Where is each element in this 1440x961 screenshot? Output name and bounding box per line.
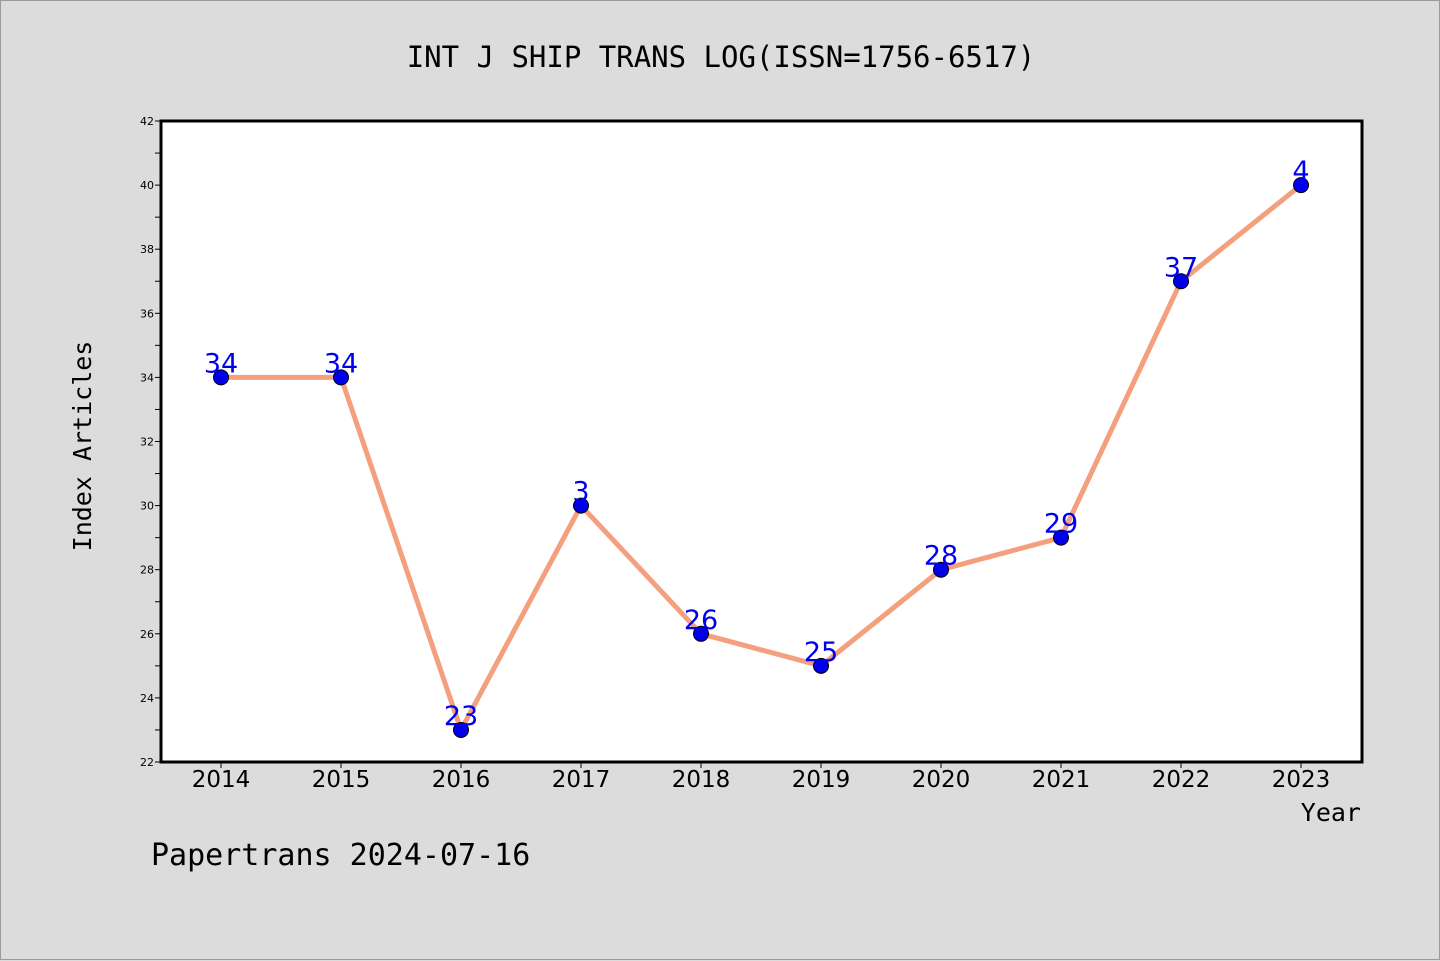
series-line [218,182,1304,733]
plot-area [159,119,1364,764]
data-label: 23 [444,701,478,732]
y-tick-label: 26 [140,628,154,641]
y-axis-label: Index Articles [68,341,97,552]
y-axis-ticks: 22 24 26 28 30 32 34 36 38 40 42 [140,115,161,769]
y-tick-label: 28 [140,564,154,577]
data-point [1173,273,1189,290]
y-tick-label: 34 [140,371,154,384]
data-point [213,369,229,386]
x-tick-label: 2021 [1032,767,1091,793]
data-point [933,561,949,578]
data-label: 25 [804,637,838,668]
data-markers [213,177,1309,738]
data-point [573,497,589,514]
data-label: 4 [1292,156,1309,187]
y-tick-label: 36 [140,307,154,320]
x-tick-label: 2017 [552,767,611,793]
data-point [1293,177,1309,194]
x-tick-label: 2016 [432,767,491,793]
y-tick-label: 22 [140,756,154,769]
y-tick-label: 38 [140,243,154,256]
data-point [333,369,349,386]
x-tick-label: 2022 [1152,767,1211,793]
y-tick-label: 32 [140,436,154,449]
data-label: 34 [204,348,238,379]
y-tick-label: 30 [140,500,154,513]
x-axis-ticks: 2014 2015 2016 2017 2018 2019 2020 2021 2022 2023 [192,762,1331,793]
x-tick-label: 2018 [672,767,731,793]
y-tick-label: 24 [140,692,154,705]
y-tick-label: 40 [140,179,154,192]
data-labels: 34 34 23 3 26 25 28 29 37 4 [204,156,1310,732]
x-tick-label: 2023 [1272,767,1331,793]
data-label: 3 [572,477,589,508]
x-tick-label: 2020 [912,767,971,793]
data-label: 34 [324,348,358,379]
watermark-text: Papertrans 2024-07-16 [151,838,530,873]
x-tick-label: 2014 [192,767,251,793]
data-point [453,721,469,738]
x-tick-label: 2019 [792,767,851,793]
chart-title: INT J SHIP TRANS LOG(ISSN=1756-6517) [407,40,1036,74]
data-label: 37 [1164,252,1198,283]
data-point [693,625,709,642]
x-axis-label: Year [1301,798,1361,827]
data-point [813,657,829,674]
y-tick-label: 42 [140,115,154,128]
data-label: 26 [684,605,718,636]
data-label: 28 [924,541,958,572]
data-label: 29 [1044,509,1078,540]
x-tick-label: 2015 [312,767,371,793]
data-point [1053,529,1069,546]
